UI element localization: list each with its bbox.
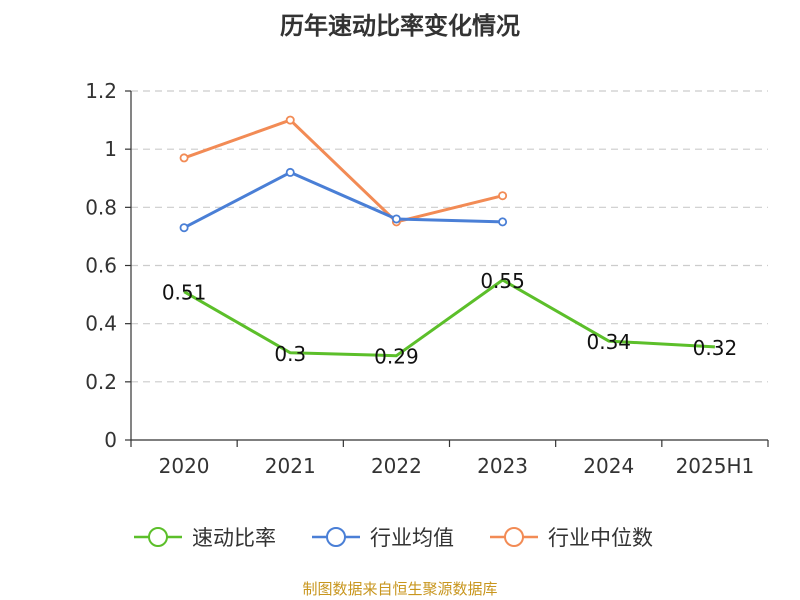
legend: 速动比率 行业均值 行业中位数	[134, 526, 653, 550]
data-point	[285, 167, 295, 177]
data-label: 0.3	[274, 342, 306, 366]
legend-item-1[interactable]: 行业均值	[312, 526, 454, 550]
chart-title: 历年速动比率变化情况	[280, 12, 520, 40]
data-point	[285, 115, 295, 125]
series-line-0	[183, 278, 715, 358]
data-label: 0.51	[162, 281, 207, 305]
axes: 0 0.2 0.4 0.6 0.8 1 1.2 2020 2021 2022 2023 2024 202…	[85, 79, 769, 478]
legend-marker	[504, 527, 524, 547]
data-label: 0.34	[586, 330, 631, 354]
x-tick-label: 2023	[477, 454, 528, 478]
y-tick-label: 0.2	[85, 370, 117, 394]
data-point	[391, 214, 401, 224]
data-label: 0.55	[480, 269, 525, 293]
data-point	[179, 153, 189, 163]
x-tick-label: 2025H1	[676, 454, 755, 478]
legend-label: 速动比率	[192, 526, 276, 550]
data-point	[498, 191, 508, 201]
data-labels: 0.51 0.3 0.29 0.55 0.34 0.32	[162, 269, 737, 369]
data-point	[179, 223, 189, 233]
data-point	[498, 217, 508, 227]
legend-label: 行业中位数	[548, 526, 653, 550]
y-tick-label: 0	[104, 428, 117, 452]
grid-lines	[131, 90, 768, 383]
y-tick-label: 1	[104, 137, 117, 161]
data-label: 0.32	[693, 336, 738, 360]
series-line-2	[183, 118, 503, 224]
legend-item-0[interactable]: 速动比率	[134, 526, 276, 550]
legend-item-2[interactable]: 行业中位数	[490, 526, 653, 550]
x-tick-label: 2024	[583, 454, 634, 478]
x-tick-label: 2020	[159, 454, 210, 478]
legend-label: 行业均值	[370, 526, 454, 550]
series-line-1	[183, 170, 503, 230]
x-tick-label: 2021	[265, 454, 316, 478]
data-label: 0.29	[374, 345, 419, 369]
y-tick-label: 0.6	[85, 254, 117, 278]
data-source-note: 制图数据来自恒生聚源数据库	[302, 580, 498, 598]
series-group	[179, 115, 715, 358]
legend-marker	[326, 527, 346, 547]
y-tick-label: 1.2	[85, 79, 117, 103]
x-tick-label: 2022	[371, 454, 422, 478]
legend-marker	[148, 527, 168, 547]
y-tick-label: 0.8	[85, 195, 117, 219]
y-tick-label: 0.4	[85, 312, 117, 336]
